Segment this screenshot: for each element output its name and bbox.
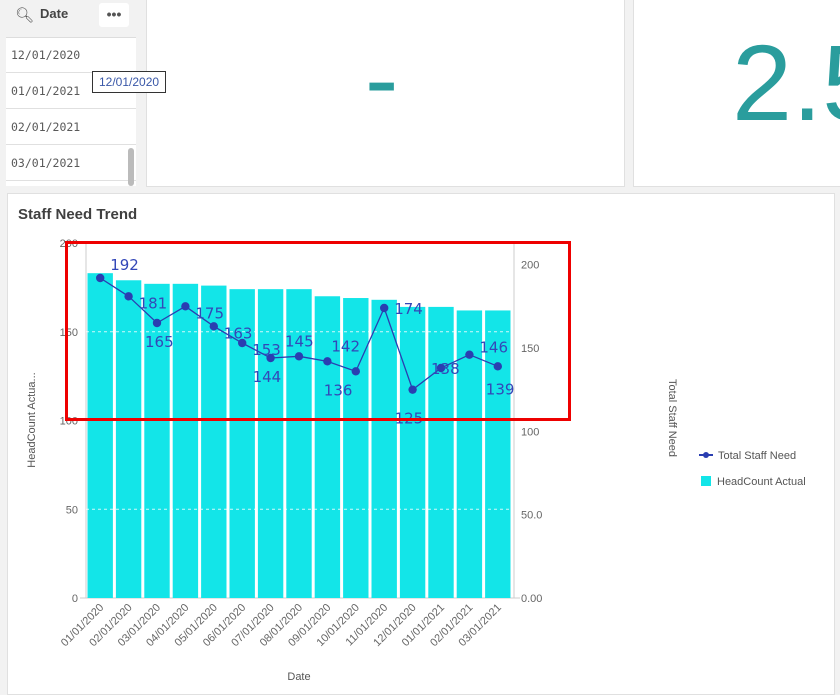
kpi-panel[interactable]: -	[146, 0, 625, 187]
bar	[286, 289, 312, 598]
filter-item[interactable]: 12/01/2020	[6, 38, 136, 73]
data-label: 192	[110, 256, 139, 274]
filter-item[interactable]: 02/01/2021	[6, 110, 136, 145]
filter-item[interactable]: 03/01/2021	[6, 146, 136, 181]
line-point	[351, 367, 360, 376]
data-label: 181	[139, 294, 168, 312]
right-tick-label: 200	[521, 260, 539, 272]
legend-point-icon	[703, 452, 709, 458]
search-icon[interactable]: 🔍︎	[15, 7, 35, 24]
line-point	[96, 273, 105, 283]
line-point	[209, 322, 218, 331]
data-label: 146	[479, 339, 508, 357]
line-point	[380, 303, 389, 313]
bar	[144, 283, 170, 598]
line-point	[408, 385, 417, 394]
right-axis-title: Total Staff Need	[666, 379, 678, 457]
bar	[399, 306, 426, 598]
kpi-value: -	[365, 23, 399, 135]
legend-swatch-icon	[701, 476, 711, 486]
scrollbar[interactable]	[128, 148, 134, 186]
chart-title: Staff Need Trend	[18, 206, 138, 223]
filter-header: 🔍︎ Date •••	[0, 0, 137, 32]
data-label: 153	[252, 341, 281, 359]
filter-title: Date	[40, 6, 69, 21]
line-point	[238, 338, 247, 348]
bar	[115, 280, 142, 598]
line-point	[436, 363, 446, 373]
left-axis-title: HeadCount Actua...	[26, 372, 38, 467]
legend-label: HeadCount Actual	[717, 476, 806, 488]
bar	[428, 306, 454, 598]
left-tick-label: 0	[72, 593, 78, 605]
bar	[343, 298, 369, 598]
bar	[314, 296, 341, 598]
filter-item[interactable]: 01/01/2021	[6, 74, 136, 109]
line-point	[181, 302, 190, 311]
data-label: 145	[285, 332, 314, 350]
kpi-panel[interactable]: 2.5	[633, 0, 840, 187]
data-label: 174	[394, 300, 423, 318]
right-tick-label: 0.00	[521, 593, 542, 605]
bar	[172, 283, 199, 598]
line-point	[294, 352, 304, 361]
bar	[257, 289, 284, 598]
data-label: 144	[253, 368, 282, 386]
data-label: 142	[331, 337, 360, 355]
bar	[87, 273, 113, 598]
bar	[371, 299, 397, 598]
bar	[485, 310, 511, 598]
line-point	[152, 318, 162, 328]
filter-list: 12/01/2020 01/01/2021 02/01/2021 03/01/2…	[6, 37, 136, 186]
data-label: 138	[431, 360, 460, 378]
bar	[201, 285, 227, 598]
line-point	[493, 362, 502, 371]
x-axis-title: Date	[287, 671, 310, 683]
left-tick-label: 50	[66, 504, 78, 516]
highlight-box	[65, 241, 571, 421]
data-label: 165	[145, 333, 174, 351]
line-point	[465, 350, 474, 359]
left-tick-label: 150	[60, 327, 78, 339]
kpi-value: 2.5	[732, 22, 840, 143]
right-tick-label: 150	[521, 343, 539, 355]
data-label: 136	[324, 381, 353, 399]
data-label: 139	[486, 380, 515, 398]
line-point	[124, 292, 133, 301]
line-point	[266, 353, 275, 363]
right-tick-label: 100	[521, 426, 539, 438]
right-tick-label: 50.0	[521, 510, 542, 522]
data-label: 175	[195, 304, 224, 322]
more-options-button[interactable]: •••	[99, 3, 129, 27]
line-point	[323, 357, 332, 366]
data-label: 163	[224, 324, 253, 342]
tooltip: 12/01/2020	[92, 71, 167, 93]
legend-label: Total Staff Need	[718, 450, 796, 462]
